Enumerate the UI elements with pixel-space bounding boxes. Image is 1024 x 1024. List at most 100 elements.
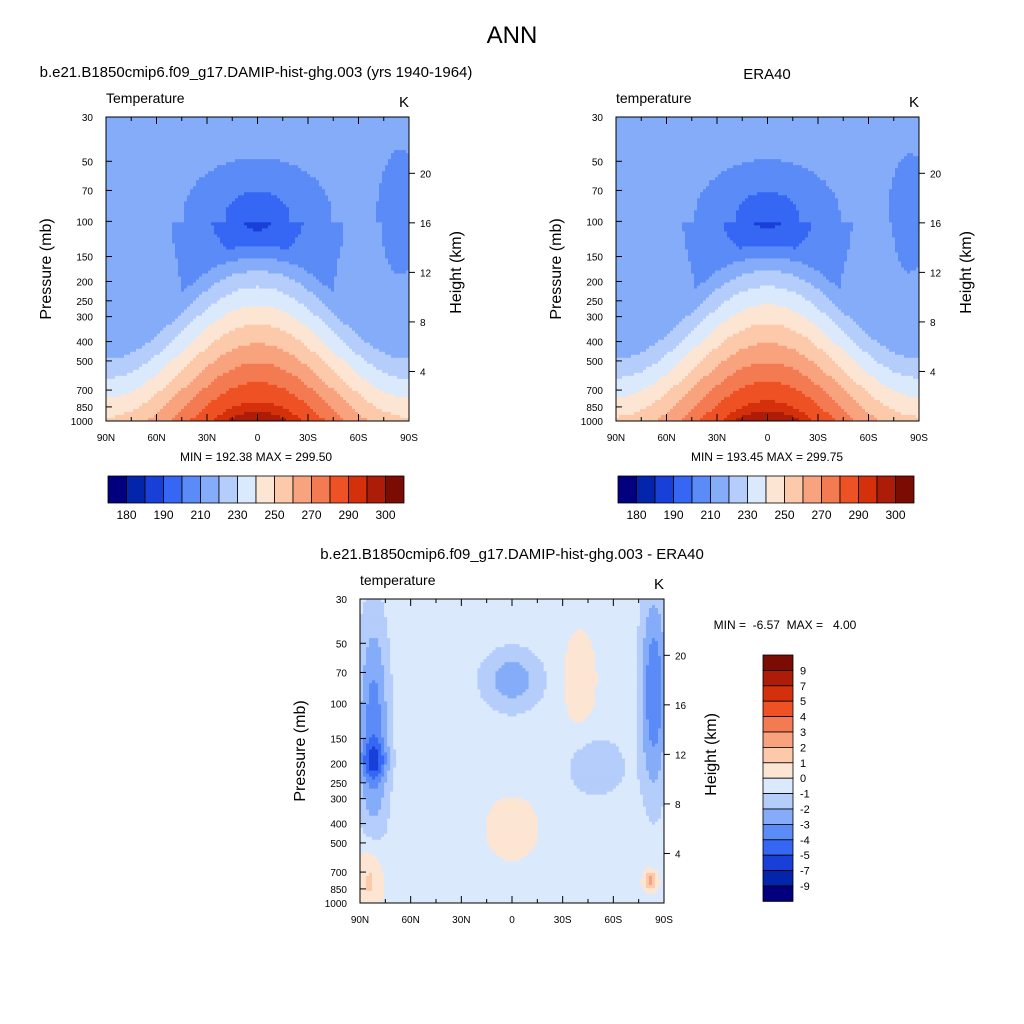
- model-contour-cell: [382, 231, 409, 235]
- diff-contour-cell: [495, 677, 530, 681]
- diff-contour-cell: [639, 878, 647, 883]
- obs-contour-cell: [835, 303, 919, 308]
- model-contour-cell: [241, 402, 275, 407]
- model-contour-cell: [298, 234, 344, 238]
- obs-contour-cell: [616, 159, 755, 163]
- model-contour-cell: [184, 201, 233, 205]
- model-contour-cell: [391, 411, 409, 416]
- obs-contour-cell: [853, 225, 893, 229]
- model-contour-cell: [106, 216, 185, 220]
- diff-contour-cell: [645, 692, 662, 696]
- diff-contour-cell: [378, 767, 382, 772]
- model-contour-cell: [106, 258, 179, 263]
- model-pressure-tick-label: 1000: [71, 417, 94, 428]
- model-contour-cell: [106, 252, 176, 257]
- model-height-tick-label: 8: [420, 318, 426, 329]
- obs-contour-cell: [742, 162, 794, 166]
- diff-contour-cell: [645, 710, 662, 714]
- obs-contour-cell: [685, 393, 707, 398]
- obs-colorbar: 180 190 210 230 250 270 290 300: [617, 475, 915, 522]
- diff-contour-cell: [381, 653, 391, 657]
- model-contour-cell: [379, 348, 409, 353]
- model-contour-cell: [334, 351, 356, 356]
- model-contour-cell: [196, 315, 224, 320]
- diff-contour-cell: [372, 887, 385, 892]
- model-contour-cell: [235, 366, 281, 371]
- diff-contour-cell: [594, 686, 638, 690]
- diff-contour-cell: [573, 779, 623, 784]
- colorbar-swatch: [728, 475, 748, 504]
- obs-contour-cell: [844, 264, 902, 269]
- model-contour-cell: [202, 330, 230, 335]
- obs-units-label: K: [909, 94, 919, 111]
- diff-contour-cell: [393, 701, 488, 705]
- model-contour-cell: [295, 297, 320, 302]
- diff-contour-cell: [573, 632, 587, 636]
- model-contour-cell: [217, 264, 299, 269]
- model-contour-cell: [376, 210, 409, 214]
- diff-height-tick-label: 20: [675, 651, 687, 662]
- obs-contour-cell: [787, 345, 818, 350]
- diff-contour-cell: [366, 725, 382, 730]
- obs-contour-cell: [616, 219, 695, 223]
- obs-contour-cell: [730, 393, 806, 398]
- obs-panel-title: ERA40: [743, 66, 791, 83]
- model-contour-cell: [202, 312, 227, 317]
- diff-contour-cell: [369, 785, 379, 790]
- model-contour-cell: [106, 297, 197, 302]
- model-contour-cell: [106, 177, 200, 181]
- model-contour-cell: [295, 279, 320, 284]
- obs-contour-cell: [832, 318, 854, 323]
- diff-contour-cell: [636, 689, 644, 693]
- diff-contour-cell: [387, 818, 488, 823]
- obs-panel: ERA40 temperature K 30507010015020025030…: [548, 66, 975, 522]
- obs-contour-cell: [787, 195, 836, 199]
- diff-contour-cell: [366, 647, 382, 651]
- obs-contour-cell: [805, 411, 830, 416]
- model-contour-cell: [385, 246, 409, 251]
- obs-contour-cell: [694, 213, 737, 217]
- model-contour-cell: [304, 381, 326, 386]
- obs-contour-cell: [721, 303, 761, 308]
- diff-contour-cell: [372, 734, 376, 739]
- model-contour-cell: [133, 369, 161, 374]
- obs-contour-cell: [616, 156, 905, 160]
- model-contour-cell: [295, 393, 320, 398]
- diff-contour-cell: [648, 815, 662, 820]
- model-contour-cell: [106, 255, 176, 260]
- diff-contour-cell: [546, 686, 566, 690]
- diff-contour-cell: [660, 692, 664, 696]
- obs-contour-cell: [835, 360, 857, 365]
- model-contour-cell: [106, 390, 131, 395]
- diff-contour-cell: [393, 683, 478, 687]
- model-contour-cell: [319, 297, 409, 302]
- diff-contour-cell: [486, 833, 539, 838]
- diff-contour-cell: [528, 671, 548, 675]
- obs-contour-cell: [811, 339, 833, 344]
- colorbar-swatch: [895, 475, 915, 504]
- diff-contour-cell: [648, 644, 659, 648]
- diff-contour-cell: [369, 695, 379, 699]
- model-contour-cell: [346, 360, 368, 365]
- model-contour-cell: [226, 390, 290, 395]
- obs-contour-cell: [616, 333, 668, 338]
- diff-contour-cell: [366, 722, 382, 727]
- diff-contour-cell: [645, 884, 656, 889]
- model-contour-cell: [325, 321, 344, 326]
- model-contour-cell: [205, 366, 236, 371]
- diff-contour-cell: [645, 629, 662, 633]
- model-contour-cell: [322, 357, 344, 362]
- diff-contour-cell: [564, 689, 596, 693]
- obs-contour-cell: [616, 399, 656, 404]
- model-contour-cell: [184, 366, 206, 371]
- obs-contour-cell: [862, 366, 890, 371]
- model-contour-cell: [148, 360, 170, 365]
- obs-contour-cells: [616, 117, 919, 421]
- model-contour-cell: [106, 225, 173, 229]
- model-contour-cell: [313, 330, 335, 335]
- diff-contour-cell: [390, 767, 394, 772]
- model-contour-cell: [106, 309, 185, 314]
- diff-contour-cell: [645, 677, 662, 681]
- diff-contour-cell: [369, 809, 379, 814]
- model-contour-cell: [130, 390, 158, 395]
